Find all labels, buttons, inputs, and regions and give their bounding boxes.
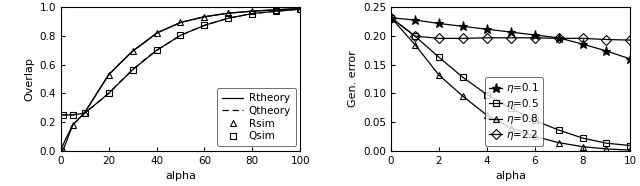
- Legend: Rtheory, Qtheory, Rsim, Qsim: Rtheory, Qtheory, Rsim, Qsim: [217, 88, 296, 147]
- X-axis label: alpha: alpha: [165, 171, 196, 181]
- Y-axis label: Gen. error: Gen. error: [348, 51, 358, 108]
- X-axis label: alpha: alpha: [495, 171, 526, 181]
- Legend: $\eta$=0.1, $\eta$=0.5, $\eta$=0.8, $\eta$=2.2: $\eta$=0.1, $\eta$=0.5, $\eta$=0.8, $\et…: [485, 77, 543, 146]
- Y-axis label: Overlap: Overlap: [24, 57, 34, 101]
